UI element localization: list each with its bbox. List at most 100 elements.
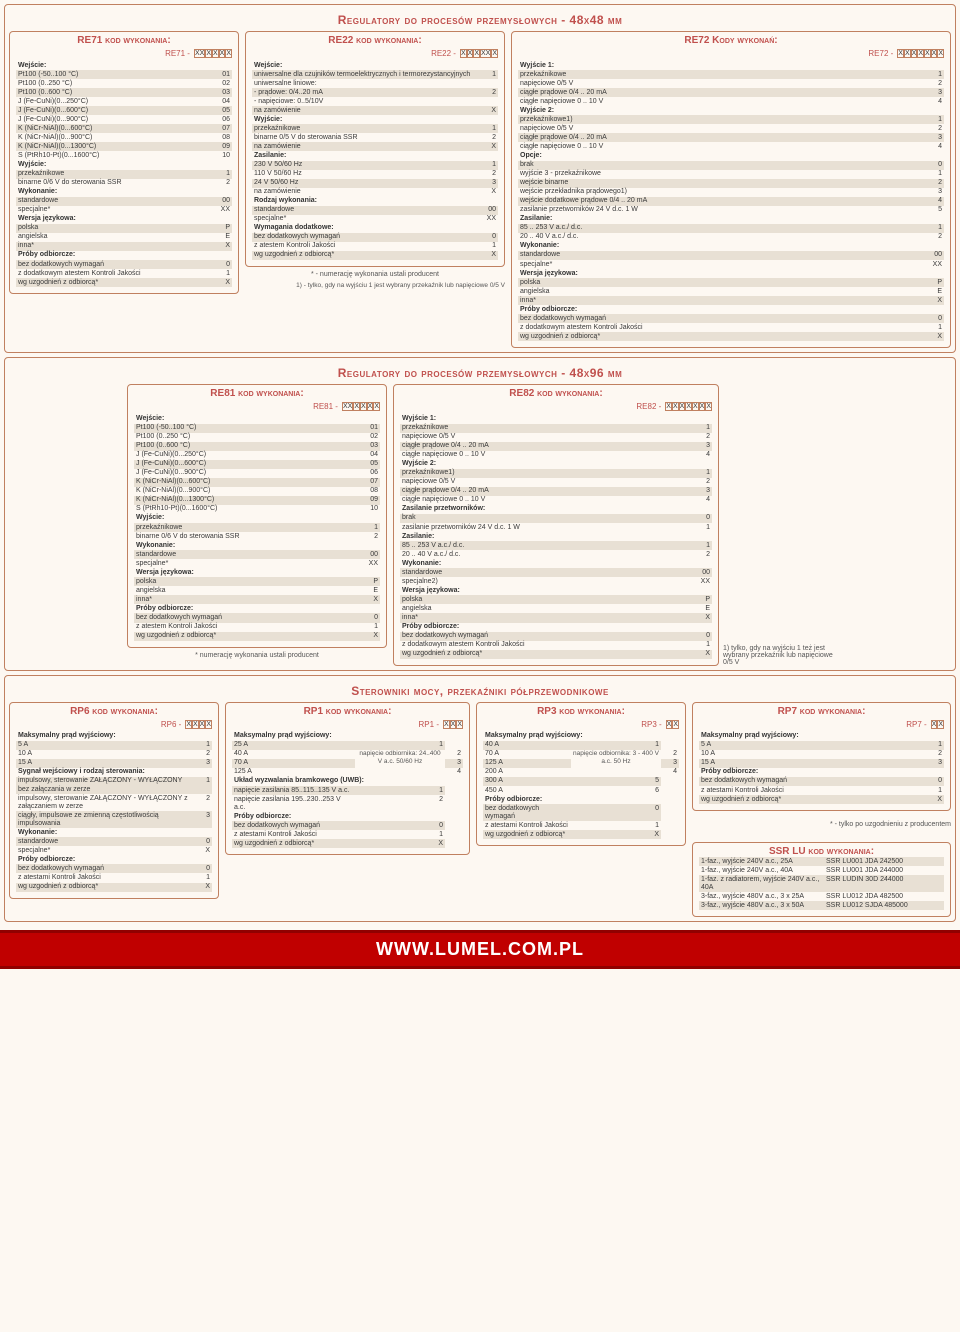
footer-url: WWW.LUMEL.COM.PL	[0, 930, 960, 969]
table-row: Wejście:	[252, 61, 498, 70]
table-row: zasilanie przetworników 24 V d.c. 1 W5	[518, 206, 944, 215]
table-row: ciągłe napięciowe 0 .. 10 V4	[518, 142, 944, 151]
table-row: Próby odbiorcze:	[16, 855, 212, 864]
code-cell: X	[205, 720, 212, 729]
table-row: 300 A5	[483, 777, 679, 786]
table-row: standardowe00	[134, 550, 380, 559]
re81-title: RE81 kod wykonania:	[206, 388, 307, 399]
table-row: binarne 0/5 V do sterowania SSR2	[252, 133, 498, 142]
table-row: S (PtRh10-Pt)(0...1600°C)10	[16, 151, 232, 160]
code-cell: X	[491, 49, 498, 58]
table-row: J (Fe-CuNi)(0...600°C)05	[16, 106, 232, 115]
code-cell: X	[443, 720, 450, 729]
table-row: K (NiCr-NiAl)(0...600°C)07	[16, 124, 232, 133]
table-row: wg uzgodnień z odbiorcą*X	[134, 632, 380, 641]
panel-rp3: RP3 kod wykonania: RP3 - XX Maksymalny p…	[476, 702, 686, 847]
table-row: z atestami Kontroli Jakości1	[483, 821, 679, 830]
table-row: impulsowy, sterowanie ZAŁĄCZONY - WYŁĄCZ…	[16, 777, 212, 794]
table-row: Pt100 (0..600 °C)03	[16, 88, 232, 97]
table-row: napięcie zasilania 85..115..135 V a.c.1	[232, 786, 463, 795]
table-row: Zasilanie:	[518, 215, 944, 224]
table-row: K (NiCr-NiAl)(0...1300°C)09	[16, 142, 232, 151]
table-row: binarne 0/6 V do sterowania SSR2	[134, 532, 380, 541]
table-row: brak0	[400, 514, 712, 523]
code-cell: X	[897, 49, 904, 58]
table-row: bez dodatkowych wymagań0	[252, 233, 498, 242]
panel-re22: RE22 kod wykonania: RE22 - XXXXXX Wejści…	[245, 31, 505, 267]
code-cell: X	[672, 720, 679, 729]
table-row: Pt100 (0..250 °C)02	[134, 433, 380, 442]
table-row: ciągłe prądowe 0/4 .. 20 mA3	[518, 88, 944, 97]
table-row: z atestami Kontroli Jakości1	[699, 786, 944, 795]
table-row: zasilanie przetworników 24 V d.c. 1 W1	[400, 523, 712, 532]
table-row: Pt100 (0..250 °C)02	[16, 79, 232, 88]
code-cell: X	[353, 402, 360, 411]
re72-code-row: RE72 - XXXXXXX	[518, 48, 944, 59]
code-cell: X	[705, 402, 712, 411]
table-row: 10 A2	[16, 750, 212, 759]
table-row: przekaźnikowe1)1	[518, 115, 944, 124]
table-row: 25 A1	[232, 741, 463, 750]
table-row: Zasilanie:	[252, 151, 498, 160]
table-row: Zasilanie:	[400, 532, 712, 541]
table-row: 110 V 50/60 Hz2	[252, 170, 498, 179]
table-row: bez dodatkowych wymagań0	[16, 864, 212, 873]
code-cell: X	[460, 49, 467, 58]
table-row: inna*X	[16, 242, 232, 251]
col-rp7-ssr: RP7 kod wykonania: RP7 - XX Maksymalny p…	[692, 702, 951, 918]
table-row: na zamówienieX	[252, 188, 498, 197]
table-row: 3-faz., wyjście 480V a.c., 3 x 25ASSR LU…	[699, 892, 944, 901]
code-cell: X	[225, 49, 232, 58]
table-row: S (PtRh10-Pt)(0...1600°C)10	[134, 505, 380, 514]
table-row: Próby odbiorcze:	[699, 768, 944, 777]
panel-re82: RE82 kod wykonania: RE82 - XXXXXXX Wyjśc…	[393, 384, 719, 665]
rp3-code-row: RP3 - XX	[483, 719, 679, 730]
table-row: napięciowe 0/5 V2	[400, 478, 712, 487]
table-row: Maksymalny prąd wyjściowy:	[699, 732, 944, 741]
col-re82: RE82 kod wykonania: RE82 - XXXXXXX Wyjśc…	[393, 384, 833, 665]
table-row: bez dodatkowych wymagań0	[16, 260, 232, 269]
table-row: polskaP	[518, 278, 944, 287]
table-row: wg uzgodnień z odbiorcą*X	[16, 883, 212, 892]
panel-re81: RE81 kod wykonania: RE81 - XXXXXX Wejści…	[127, 384, 387, 647]
table-row: - prądowe: 0/4..20 mA2	[252, 88, 498, 97]
table-row: 1-faz. z radiatorem, wyjście 240V a.c., …	[699, 875, 944, 892]
code-cell: X	[373, 402, 380, 411]
table-row: Próby odbiorcze:	[16, 251, 232, 260]
code-cell: X	[192, 720, 199, 729]
section-48x48: Regulatory do procesów przemysłowych - 4…	[4, 4, 956, 353]
table-row: Wykonanie:	[518, 242, 944, 251]
table-row: wejście przekładnika prądowego1)3	[518, 188, 944, 197]
table-row: J (Fe-CuNi)(0...250°C)04	[16, 97, 232, 106]
table-row: specjalne*XX	[518, 260, 944, 269]
table-row: wg uzgodnień z odbiorcą*X	[400, 650, 712, 659]
table-row: ciągłe napięciowe 0 .. 10 V4	[400, 496, 712, 505]
re72-title: RE72 Kody wykonań:	[680, 35, 781, 46]
table-row: polskaP	[16, 224, 232, 233]
table-row: przekaźnikowe1	[518, 70, 944, 79]
table-row: Rodzaj wykonania:	[252, 197, 498, 206]
ssr-title: SSR LU kod wykonania:	[765, 846, 878, 857]
table-row: na zamówienieX	[252, 142, 498, 151]
section-power: Sterowniki mocy, przekaźniki półprzewodn…	[4, 675, 956, 923]
table-row: wg uzgodnień z odbiorcą*X	[699, 795, 944, 804]
panel-re72: RE72 Kody wykonań: RE72 - XXXXXXX Wyjści…	[511, 31, 951, 348]
code-cell: X	[904, 49, 911, 58]
re81-foot: * numerację wykonania ustali producent	[127, 652, 387, 659]
table-row: wg uzgodnień z odbiorcą*X	[232, 839, 463, 848]
table-row: K (NiCr-NiAl)(0...600°C)07	[134, 478, 380, 487]
table-row: specjalne*X	[16, 846, 212, 855]
table-row: 40 Anapięcie odbiornika: 24..400 V a.c. …	[232, 750, 463, 759]
table-row: Wersja językowa:	[518, 269, 944, 278]
table-row: Wyjście 2:	[400, 460, 712, 469]
table-row: Pt100 (0..600 °C)03	[134, 442, 380, 451]
table-row: bez dodatkowych wymagań0	[232, 821, 463, 830]
rp7-foot: * - tylko po uzgodnieniu z producentem	[692, 821, 951, 828]
table-row: 85 .. 253 V a.c./ d.c.1	[400, 541, 712, 550]
table-row: Pt100 (-50..100 °C)01	[134, 424, 380, 433]
table-row: ciągły, impulsowe ze zmienną częstotliwo…	[16, 811, 212, 828]
table-row: polskaP	[134, 577, 380, 586]
table-row: Wyjście:	[134, 514, 380, 523]
table-row: specjalne2)XX	[400, 577, 712, 586]
table-row: wg uzgodnień z odbiorcą*X	[252, 251, 498, 260]
